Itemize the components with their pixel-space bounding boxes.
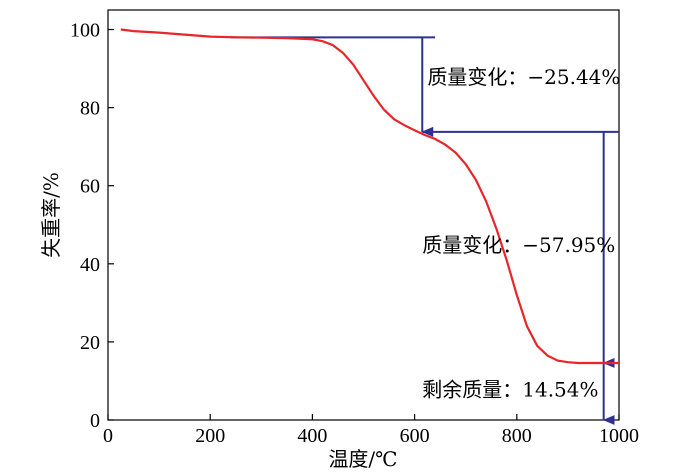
annotation-residual-mass: 剩余质量：14.54% — [422, 378, 598, 402]
y-tick-label: 60 — [80, 176, 100, 198]
x-axis-label: 温度/℃ — [328, 447, 397, 471]
x-tick-label: 400 — [297, 425, 327, 447]
series-line-mass-loss — [120, 28, 619, 365]
plot-frame — [107, 9, 620, 421]
annotation-first-mass-change: 质量变化：−25.44% — [427, 65, 620, 89]
y-tick-label: 100 — [70, 20, 100, 42]
y-tick-label: 80 — [80, 98, 100, 120]
y-axis-label: 失重率/% — [39, 172, 63, 258]
y-tick-label: 20 — [80, 332, 100, 354]
x-tick-label: 0 — [103, 425, 113, 447]
y-tick-label: 40 — [80, 254, 100, 276]
guide-lines — [230, 36, 619, 425]
x-tick-label: 800 — [502, 425, 532, 447]
annotations: 质量变化：−25.44% 质量变化：−57.95% 剩余质量：14.54% — [422, 65, 620, 401]
annotation-second-mass-change: 质量变化：−57.95% — [422, 233, 615, 257]
x-tick-label: 600 — [400, 425, 430, 447]
x-tick-label: 1000 — [599, 425, 639, 447]
y-tick-label: 0 — [90, 410, 100, 432]
axis-ticks: 0 200 400 600 800 1000 0 20 40 60 80 100 — [70, 20, 639, 447]
x-tick-label: 200 — [195, 425, 225, 447]
